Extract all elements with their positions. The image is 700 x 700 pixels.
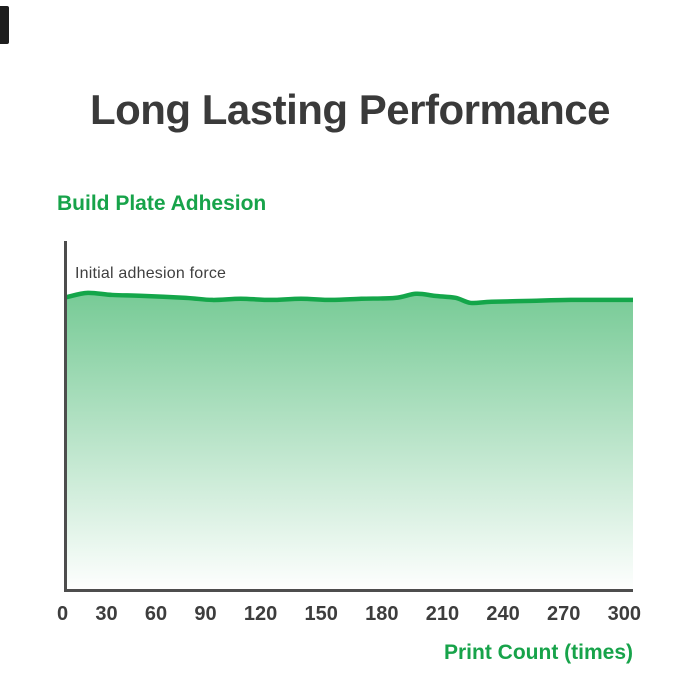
x-tick-label: 270 xyxy=(547,603,581,625)
x-tick-label: 0 xyxy=(57,603,69,625)
x-tick-label: 240 xyxy=(486,603,520,625)
x-tick-label: 90 xyxy=(194,603,217,625)
x-tick-label: 60 xyxy=(144,603,168,625)
chart-subtitle: Build Plate Adhesion xyxy=(57,192,267,215)
x-tick-label: 180 xyxy=(365,603,399,625)
plot-area: Initial adhesion force xyxy=(64,241,633,592)
annotation-initial-adhesion-force: Initial adhesion force xyxy=(75,265,227,282)
adhesion-line xyxy=(67,290,633,306)
page-title: Long Lasting Performance xyxy=(89,86,611,133)
x-axis-tick-labels: 0 30 60 90 120 150 180 210 240 270 300 xyxy=(57,603,641,626)
x-tick-label: 300 xyxy=(607,603,641,625)
image-corner-artifact xyxy=(0,6,9,44)
adhesion-area-chart xyxy=(67,290,633,589)
x-tick-label: 150 xyxy=(304,603,338,625)
x-tick-label: 210 xyxy=(425,603,460,625)
x-tick-label: 120 xyxy=(243,603,278,625)
x-tick-label: 30 xyxy=(95,603,118,625)
area-fill xyxy=(67,292,633,589)
x-axis-label: Print Count (times) xyxy=(444,641,633,664)
